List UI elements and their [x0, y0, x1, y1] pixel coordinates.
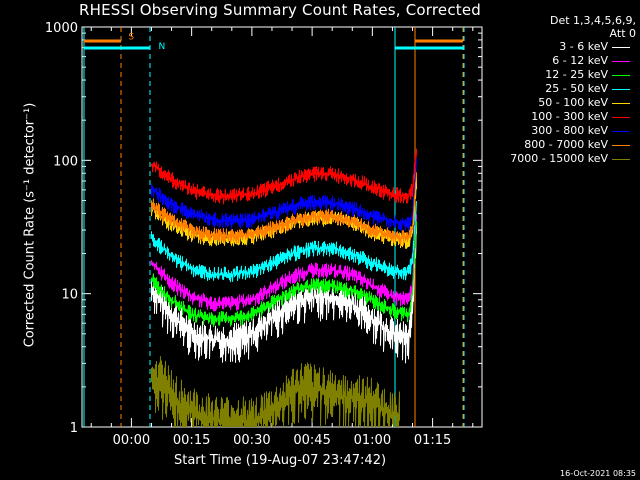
- legend-label: 25 - 50 keV: [545, 82, 608, 95]
- legend-header-attenuator: Att 0: [609, 27, 636, 40]
- series-line: [151, 172, 417, 246]
- legend-entry: 800 - 7000 keV: [480, 138, 636, 152]
- legend-swatch: [612, 75, 630, 76]
- legend-label: 50 - 100 keV: [538, 96, 608, 109]
- x-tick-label: 01:15: [414, 433, 451, 448]
- legend-label: 3 - 6 keV: [559, 40, 608, 53]
- legend-swatch: [612, 103, 630, 104]
- x-tick-label: 00:15: [173, 433, 210, 448]
- x-tick-label: 00:30: [233, 433, 270, 448]
- y-tick-label: 10: [61, 288, 78, 303]
- legend-label: 7000 - 15000 keV: [510, 152, 608, 165]
- legend-swatch: [612, 145, 630, 146]
- legend-label: 100 - 300 keV: [531, 110, 608, 123]
- legend-entry: 300 - 800 keV: [480, 124, 636, 138]
- legend-swatch: [612, 89, 630, 90]
- legend-entry: 50 - 100 keV: [480, 96, 636, 110]
- legend-swatch: [612, 117, 630, 118]
- legend-entry: 25 - 50 keV: [480, 82, 636, 96]
- x-tick-label: 01:00: [354, 433, 391, 448]
- y-axis-label: Corrected Count Rate (s⁻¹ detector⁻¹): [22, 102, 38, 348]
- legend-label: 300 - 800 keV: [531, 124, 608, 137]
- legend-label: 6 - 12 keV: [552, 54, 608, 67]
- legend-swatch: [612, 47, 630, 48]
- chart-title: RHESSI Observing Summary Count Rates, Co…: [78, 1, 481, 19]
- legend-entry: 100 - 300 keV: [480, 110, 636, 124]
- series-line: [151, 356, 400, 428]
- legend-entry: 12 - 25 keV: [480, 68, 636, 82]
- legend-swatch: [612, 159, 630, 160]
- generated-timestamp: 16-Oct-2021 08:35: [560, 469, 636, 478]
- marker-label: N: [158, 42, 165, 52]
- x-tick-label: 00:00: [113, 433, 150, 448]
- legend-swatch: [612, 61, 630, 62]
- legend-entry: 3 - 6 keV: [480, 40, 636, 54]
- legend-header-detectors: Det 1,3,4,5,6,9,: [549, 14, 636, 27]
- plot-frame: [81, 26, 483, 428]
- legend-entry: 7000 - 15000 keV: [480, 152, 636, 166]
- y-tick-label: 100: [53, 154, 78, 169]
- marker-label: S: [128, 33, 134, 43]
- y-tick-label: 1: [70, 421, 78, 436]
- series-line: [151, 148, 417, 205]
- series-line: [151, 158, 417, 232]
- y-tick-label: 1000: [45, 21, 78, 36]
- series-line: [151, 214, 417, 312]
- x-tick-label: 00:45: [293, 433, 330, 448]
- series-line: [151, 201, 417, 283]
- legend-label: 12 - 25 keV: [545, 68, 608, 81]
- legend-swatch: [612, 131, 630, 132]
- legend: Det 1,3,4,5,6,9, Att 0 3 - 6 keV 6 - 12 k…: [480, 14, 636, 166]
- legend-entry: 6 - 12 keV: [480, 54, 636, 68]
- series-line: [151, 220, 417, 327]
- legend-label: 800 - 7000 keV: [524, 138, 608, 151]
- series-line: [151, 223, 417, 364]
- x-axis-label: Start Time (19-Aug-07 23:47:42): [173, 453, 387, 468]
